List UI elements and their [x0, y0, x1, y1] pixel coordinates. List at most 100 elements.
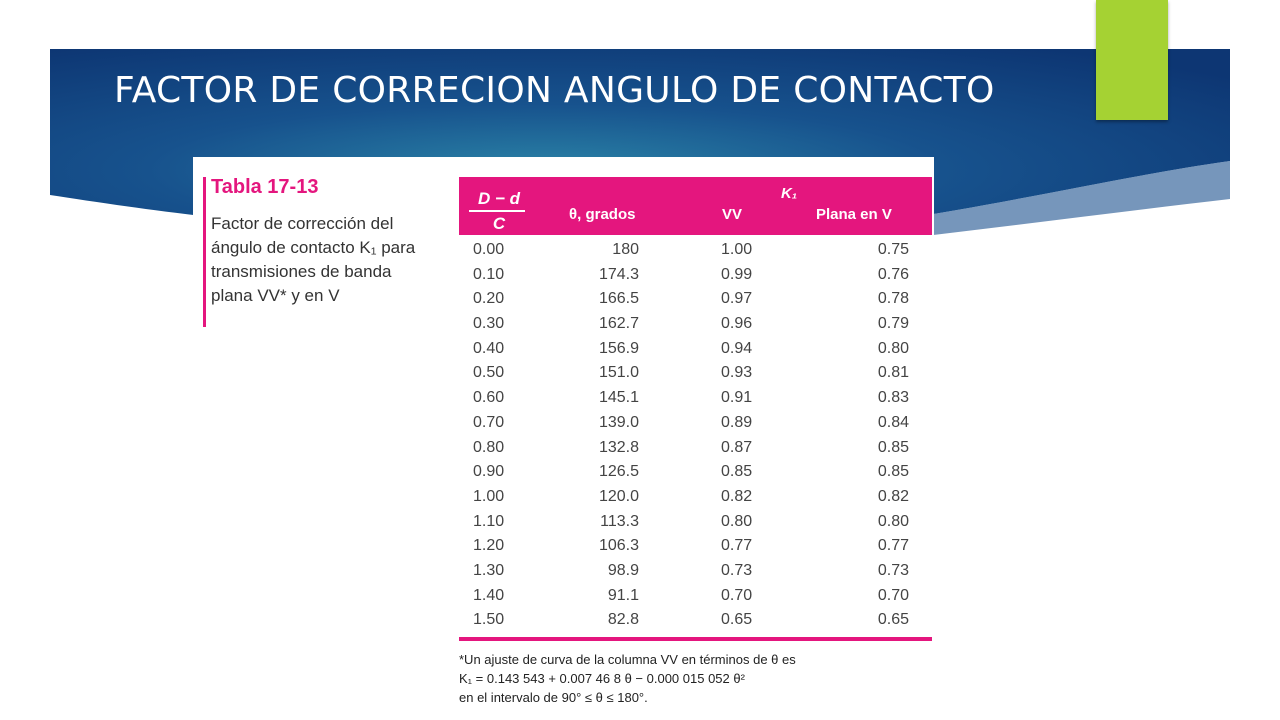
plana-cell: 0.79 — [877, 315, 909, 333]
ratio-denominator: C — [492, 214, 506, 233]
vv-cell: 0.82 — [721, 487, 753, 505]
plana-cell: 0.85 — [877, 438, 909, 456]
plana-cell: 0.85 — [877, 463, 909, 481]
vv-cell: 0.87 — [721, 438, 753, 456]
ratio-cell: 1.40 — [473, 586, 505, 604]
plana-header: Plana en V — [816, 206, 892, 223]
vv-cell: 0.97 — [721, 290, 753, 308]
ratio-cell: 0.00 — [473, 241, 505, 258]
theta-cell: 82.8 — [607, 611, 639, 629]
vv-cell: 0.70 — [721, 586, 753, 604]
vv-cell: 0.77 — [721, 537, 753, 555]
footnote-line: *Un ajuste de curva de la columna VV en … — [459, 652, 796, 667]
vv-cell: 0.99 — [721, 265, 753, 283]
ratio-cell: 0.70 — [473, 413, 505, 431]
table-row: 1.50 82.8 0.65 0.65 — [459, 608, 932, 633]
theta-cell: 91.1 — [607, 586, 639, 604]
vv-cell: 0.94 — [721, 339, 753, 357]
plana-cell: 0.73 — [877, 561, 909, 579]
vv-cell: 0.85 — [721, 463, 753, 481]
ratio-cell: 0.50 — [473, 364, 505, 382]
table-caption-text: Factor de corrección del ángulo de conta… — [211, 214, 416, 305]
ratio-cell: 0.90 — [473, 463, 505, 481]
table-bottom-rule — [459, 637, 932, 641]
table-row: 0.30 162.7 0.96 0.79 — [459, 312, 932, 337]
ratio-cell: 0.10 — [473, 265, 505, 283]
table-caption-title: Tabla 17-13 — [211, 176, 319, 198]
plana-cell: 0.84 — [877, 413, 909, 431]
theta-cell: 120.0 — [598, 487, 639, 505]
k1-header: K₁ — [781, 185, 798, 202]
table-row: 0.60 145.1 0.91 0.83 — [459, 386, 932, 411]
theta-cell: 132.8 — [598, 438, 639, 456]
table-row: 1.40 91.1 0.70 0.70 — [459, 584, 932, 609]
vv-cell: 0.73 — [721, 561, 753, 579]
plana-cell: 0.76 — [877, 265, 909, 283]
ratio-cell: 0.20 — [473, 290, 505, 308]
plana-cell: 0.77 — [877, 537, 909, 555]
plana-cell: 0.81 — [877, 364, 909, 382]
ratio-cell: 1.10 — [473, 512, 505, 530]
plana-cell: 0.75 — [877, 241, 909, 258]
theta-cell: 151.0 — [598, 364, 639, 382]
accent-bar — [1096, 0, 1168, 120]
vv-cell: 0.80 — [721, 512, 753, 530]
theta-cell: 174.3 — [598, 265, 639, 283]
table-row: 1.00 120.0 0.82 0.82 — [459, 485, 932, 510]
theta-cell: 156.9 — [598, 339, 639, 357]
footnote-formula: K₁ = 0.143 543 + 0.007 46 8 θ − 0.000 01… — [459, 671, 745, 686]
ratio-header: D − d C — [469, 189, 529, 233]
table-header: D − d C θ, grados K₁ VV Plana en V — [459, 177, 932, 235]
ratio-cell: 1.00 — [473, 487, 505, 505]
table-row: 1.10 113.3 0.80 0.80 — [459, 510, 932, 535]
vv-cell: 0.96 — [721, 315, 753, 333]
table-row: 0.50 151.0 0.93 0.81 — [459, 361, 932, 386]
table-image: Tabla 17-13 Factor de corrección del áng… — [193, 157, 934, 720]
page-title: FACTOR DE CORRECION ANGULO DE CONTACTO — [114, 70, 995, 111]
ratio-cell: 0.60 — [473, 389, 505, 407]
vv-cell: 1.00 — [721, 241, 753, 258]
fraction-line — [469, 210, 525, 212]
table-row: 0.90 126.5 0.85 0.85 — [459, 460, 932, 485]
ratio-cell: 0.30 — [473, 315, 505, 333]
table-row: 0.70 139.0 0.89 0.84 — [459, 411, 932, 436]
table-footnote: *Un ajuste de curva de la columna VV en … — [459, 650, 929, 707]
plana-cell: 0.70 — [877, 586, 909, 604]
ratio-cell: 0.40 — [473, 339, 505, 357]
plana-cell: 0.78 — [877, 290, 909, 308]
vv-header: VV — [722, 206, 743, 223]
table-row: 0.40 156.9 0.94 0.80 — [459, 337, 932, 362]
vv-cell: 0.91 — [721, 389, 753, 407]
table-row: 0.10 174.3 0.99 0.76 — [459, 263, 932, 288]
table-row: 0.20 166.5 0.97 0.78 — [459, 287, 932, 312]
ratio-cell: 1.20 — [473, 537, 505, 555]
plana-cell: 0.83 — [877, 389, 909, 407]
vv-cell: 0.89 — [721, 413, 753, 431]
footnote-line: en el intervalo de 90° ≤ θ ≤ 180°. — [459, 690, 648, 705]
theta-cell: 113.3 — [600, 512, 639, 530]
ratio-numerator: D − d — [477, 189, 521, 208]
plana-cell: 0.82 — [877, 487, 909, 505]
table-row: 1.20 106.3 0.77 0.77 — [459, 534, 932, 559]
plana-cell: 0.80 — [877, 512, 909, 530]
theta-cell: 162.7 — [598, 315, 639, 333]
table-body: 0.00 180 1.00 0.75 0.10 174.3 0.99 0.76 0.20 166.… — [459, 238, 932, 633]
ratio-cell: 1.50 — [473, 611, 505, 629]
plana-cell: 0.80 — [877, 339, 909, 357]
theta-cell: 180 — [612, 241, 639, 258]
caption-rule — [203, 177, 206, 327]
plana-cell: 0.65 — [877, 611, 909, 629]
theta-cell: 126.5 — [598, 463, 639, 481]
table-row: 0.80 132.8 0.87 0.85 — [459, 436, 932, 461]
vv-cell: 0.93 — [721, 364, 753, 382]
theta-header: θ, grados — [569, 206, 636, 223]
ratio-cell: 1.30 — [473, 561, 505, 579]
theta-cell: 98.9 — [607, 561, 639, 579]
vv-cell: 0.65 — [721, 611, 753, 629]
theta-cell: 106.3 — [598, 537, 639, 555]
theta-cell: 139.0 — [598, 413, 639, 431]
table-row: 0.00 180 1.00 0.75 — [459, 238, 932, 263]
table-row: 1.30 98.9 0.73 0.73 — [459, 559, 932, 584]
theta-cell: 145.1 — [598, 389, 639, 407]
ratio-cell: 0.80 — [473, 438, 505, 456]
